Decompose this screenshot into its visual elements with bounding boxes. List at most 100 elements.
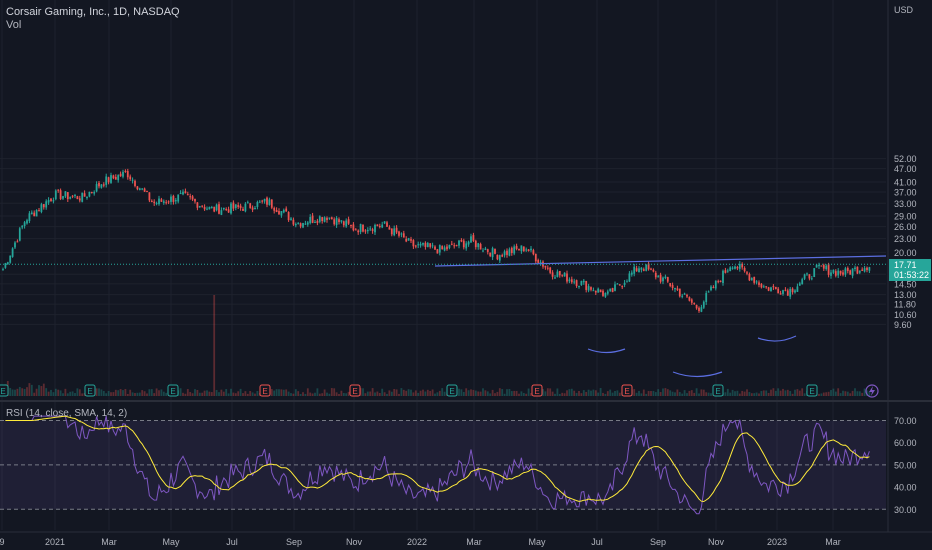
candle-body	[338, 219, 340, 223]
candle-body	[477, 243, 480, 248]
volume-bar	[282, 389, 285, 396]
volume-bar	[556, 388, 559, 396]
candle-body	[239, 205, 242, 208]
candle-body	[774, 286, 777, 290]
candle-body	[98, 182, 100, 187]
time-axis-label: Mar	[101, 537, 117, 547]
volume-bar	[647, 391, 650, 396]
volume-bar	[414, 390, 417, 396]
volume-bar	[158, 390, 160, 396]
candle-body	[395, 227, 398, 233]
candle-body	[261, 200, 264, 202]
candle-body	[81, 192, 84, 202]
volume-bar	[834, 391, 837, 396]
volume-bar	[184, 393, 187, 396]
candle-body	[333, 219, 336, 225]
volume-bar	[371, 388, 374, 396]
earnings-marker	[349, 384, 361, 397]
volume-bar	[14, 389, 16, 396]
candle-body	[460, 240, 463, 242]
candle-body	[527, 249, 530, 252]
candle-body	[458, 240, 460, 246]
candle-body	[6, 262, 9, 265]
volume-bar	[767, 392, 770, 396]
volume-bar	[686, 393, 688, 396]
candle-body	[450, 243, 453, 245]
volume-bar	[287, 391, 290, 396]
volume-bar	[383, 392, 386, 396]
volume-bar	[246, 393, 249, 396]
volume-bar	[328, 393, 331, 396]
volume-bar	[198, 392, 201, 396]
candle-body	[760, 283, 763, 288]
candle-body	[410, 239, 412, 241]
candle-body	[866, 267, 868, 270]
volume-bar	[633, 389, 636, 396]
rsi-sma-line	[5, 415, 870, 503]
volume-bar	[150, 389, 153, 396]
time-axis-label: Nov	[346, 537, 363, 547]
volume-bar	[779, 390, 782, 396]
volume-bar	[690, 390, 693, 396]
candle-body	[746, 272, 748, 274]
volume-bar	[508, 388, 511, 396]
rsi-axis-label: 40.00	[894, 483, 917, 493]
volume-bar	[76, 388, 79, 396]
candle-body	[688, 297, 691, 301]
candle-body	[803, 274, 806, 279]
shoulder-arc-right	[757, 335, 797, 342]
candle-body	[110, 175, 112, 183]
volume-bar	[69, 391, 72, 396]
candle-body	[534, 254, 537, 262]
volume-bar	[518, 393, 520, 396]
volume-bar	[839, 393, 842, 396]
candle-body	[381, 224, 384, 228]
candle-body	[765, 286, 768, 288]
candle-body	[306, 222, 309, 225]
candle-body	[198, 205, 201, 208]
price-axis-label: 9.60	[894, 320, 912, 330]
volume-bar	[74, 393, 76, 396]
volume-bar	[429, 390, 432, 396]
volume-bar	[609, 389, 612, 396]
candle-body	[424, 242, 427, 247]
candle-body	[95, 184, 98, 192]
head-arc	[672, 371, 723, 378]
volume-bar	[215, 389, 218, 396]
candle-body	[122, 171, 124, 177]
price-axis-label: 33.00	[894, 199, 917, 209]
volume-bar	[702, 389, 705, 396]
candle-body	[594, 290, 597, 293]
candle-body	[741, 263, 744, 268]
candle-body	[174, 200, 177, 202]
candle-body	[28, 213, 31, 222]
candle-body	[232, 202, 235, 209]
candle-body	[786, 290, 789, 296]
volume-bar	[856, 391, 859, 396]
candle-body	[810, 278, 813, 280]
candle-body	[160, 199, 163, 202]
candle-body	[436, 249, 439, 254]
candle-body	[486, 249, 489, 252]
candle-body	[587, 286, 590, 291]
candle-body	[208, 206, 211, 210]
candle-body	[659, 274, 662, 282]
volume-bar	[844, 391, 847, 396]
candle-body	[309, 216, 312, 224]
candle-body	[196, 202, 199, 208]
candle-body	[616, 283, 619, 285]
volume-bar	[393, 388, 396, 396]
candle-body	[129, 176, 132, 180]
volume-bar	[278, 389, 280, 396]
candle-body	[52, 200, 55, 202]
volume-bar	[786, 389, 789, 396]
earnings-marker	[806, 384, 818, 397]
volume-bar	[503, 393, 506, 396]
candle-body	[350, 224, 352, 226]
volume-bar	[105, 393, 108, 396]
volume-bar	[832, 388, 835, 396]
volume-bar	[659, 392, 662, 396]
volume-bar	[98, 388, 100, 396]
candle-body	[770, 287, 772, 292]
